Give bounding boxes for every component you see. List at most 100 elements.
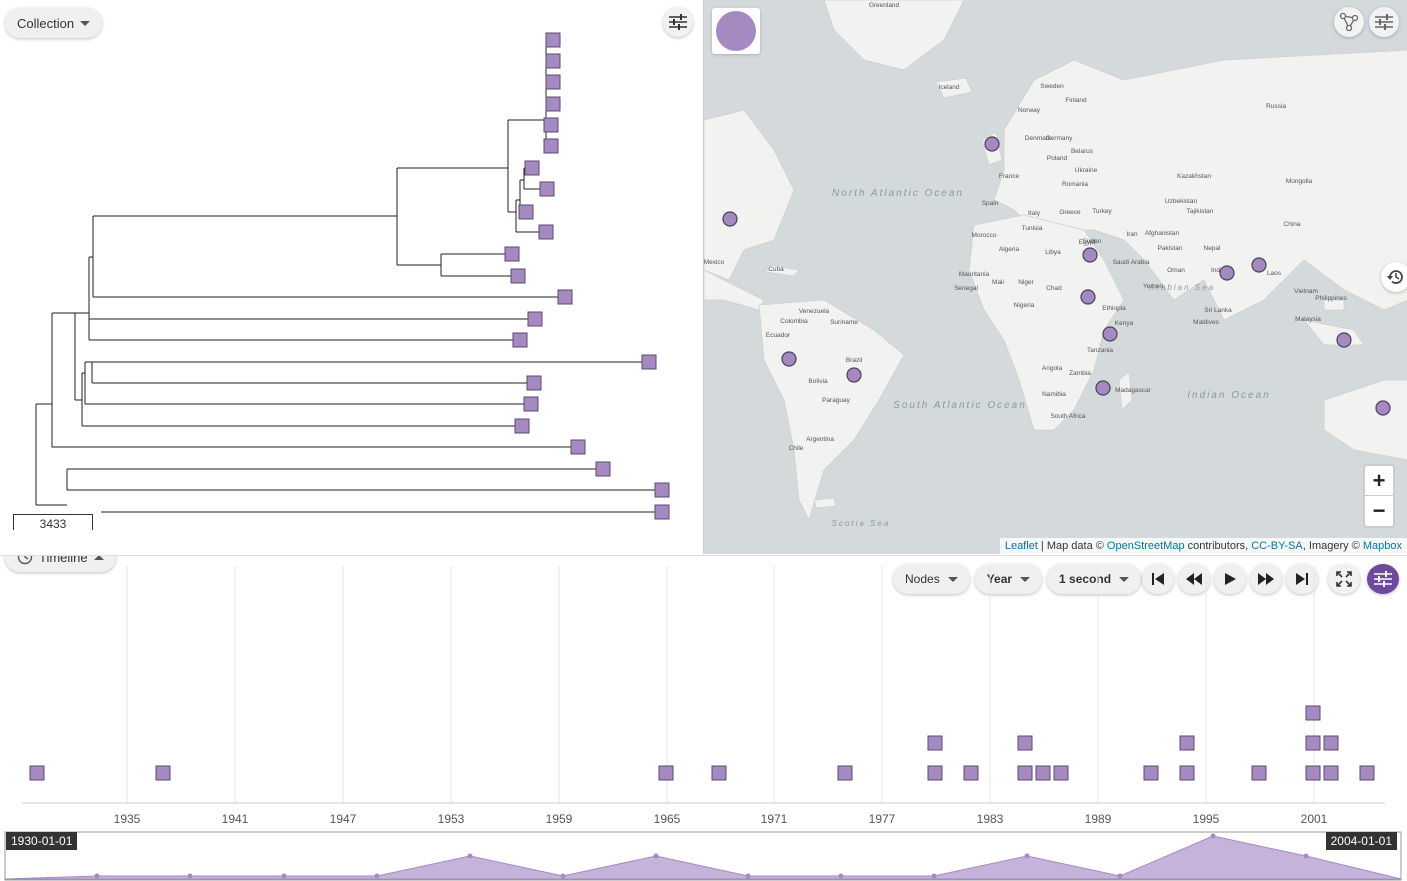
tree-leaf-node[interactable] (545, 96, 561, 112)
map-location-marker[interactable] (781, 351, 797, 367)
place-label: Egypt (1079, 239, 1096, 246)
timeline-node[interactable] (1305, 765, 1321, 781)
timeline-node[interactable] (837, 765, 853, 781)
map-location-marker[interactable] (1375, 400, 1391, 416)
network-toggle-button[interactable] (1334, 7, 1364, 37)
tree-leaf-node[interactable] (641, 354, 657, 370)
place-label: India (1211, 267, 1225, 274)
place-label: Romania (1062, 181, 1088, 188)
tree-leaf-node[interactable] (654, 482, 670, 498)
map-location-marker[interactable] (846, 367, 862, 383)
collection-dropdown[interactable]: Collection (5, 8, 103, 38)
map-location-marker[interactable] (984, 136, 1000, 152)
ocean-label: North Atlantic Ocean (832, 188, 964, 199)
tree-settings-button[interactable] (663, 7, 693, 37)
timeline-node[interactable] (1017, 765, 1033, 781)
nodes-select[interactable]: Nodes (893, 564, 970, 594)
overview-area (4, 835, 1402, 880)
map-location-marker[interactable] (1219, 265, 1235, 281)
map-location-marker[interactable] (1082, 247, 1098, 263)
timeline-node[interactable] (1323, 735, 1339, 751)
timeline-node[interactable] (155, 765, 171, 781)
timeline-node[interactable] (658, 765, 674, 781)
history-button[interactable] (1381, 262, 1407, 292)
timeline-node[interactable] (963, 765, 979, 781)
timeline-node[interactable] (1179, 735, 1195, 751)
rewind-button[interactable] (1178, 564, 1210, 594)
osm-link[interactable]: OpenStreetMap (1106, 540, 1185, 552)
timeline-node[interactable] (1053, 765, 1069, 781)
tree-leaf-node[interactable] (524, 160, 540, 176)
timeline-node[interactable] (927, 735, 943, 751)
fast-forward-button[interactable] (1250, 564, 1282, 594)
leaflet-link[interactable]: Leaflet (1004, 540, 1038, 552)
skip-end-button[interactable] (1286, 564, 1318, 594)
timeline-settings-button[interactable] (1367, 564, 1399, 594)
tree-leaf-node[interactable] (526, 375, 542, 391)
map-settings-button[interactable] (1369, 7, 1399, 37)
tree-leaf-node[interactable] (545, 32, 561, 48)
tree-leaf-node[interactable] (527, 311, 543, 327)
mapbox-link[interactable]: Mapbox (1362, 540, 1402, 552)
attribution-text: contributors, (1184, 540, 1252, 552)
timeline-node[interactable] (1323, 765, 1339, 781)
tree-leaf-node[interactable] (512, 332, 528, 348)
place-label: Mauritania (959, 271, 990, 278)
timeline-node[interactable] (711, 765, 727, 781)
timeline-node[interactable] (1359, 765, 1375, 781)
tree-leaf-node[interactable] (545, 53, 561, 69)
map-location-marker[interactable] (722, 211, 738, 227)
map-location-marker[interactable] (1102, 326, 1118, 342)
fullscreen-button[interactable] (1328, 564, 1360, 594)
zoom-in-button[interactable]: + (1365, 466, 1393, 496)
map-attribution: Leaflet | Map data © OpenStreetMap contr… (999, 538, 1407, 554)
timeline-chart[interactable]: 1935 1941 1947 1953 1959 1965 1971 1977 1983 1989… (0, 556, 1407, 881)
tree-leaf-node[interactable] (504, 246, 520, 262)
place-label: Ukraine (1075, 167, 1098, 174)
tree-leaf-node[interactable] (523, 396, 539, 412)
africa-land (968, 214, 1125, 431)
tree-leaf-node[interactable] (514, 418, 530, 434)
place-label: Chile (789, 445, 804, 452)
tree-leaf-node[interactable] (557, 289, 573, 305)
tree-leaf-node[interactable] (538, 224, 554, 240)
timeline-node[interactable] (1035, 765, 1051, 781)
place-label: Iran (1126, 231, 1138, 238)
timeline-tick-label: 1965 (654, 812, 681, 826)
place-label: Oman (1167, 267, 1185, 274)
map-location-marker[interactable] (1336, 332, 1352, 348)
map-panel[interactable]: North Atlantic Ocean South Atlantic Ocea… (703, 0, 1407, 554)
timeline-node[interactable] (1017, 735, 1033, 751)
map-location-marker[interactable] (1095, 380, 1111, 396)
license-link[interactable]: CC-BY-SA (1251, 540, 1303, 552)
timeline-node[interactable] (1251, 765, 1267, 781)
time-brush[interactable] (4, 831, 1402, 881)
zoom-out-button[interactable]: − (1372, 498, 1386, 523)
map-location-marker[interactable] (1080, 289, 1096, 305)
place-label: Ethiopia (1102, 305, 1126, 312)
tree-leaf-node[interactable] (510, 268, 526, 284)
timeline-toggle[interactable]: Timeline (5, 556, 116, 572)
timeline-node[interactable] (1305, 705, 1321, 721)
tree-leaf-node[interactable] (570, 439, 586, 455)
timeline-node[interactable] (1305, 735, 1321, 751)
tree-leaf-node[interactable] (518, 204, 534, 220)
world-map[interactable]: North Atlantic Ocean South Atlantic Ocea… (704, 0, 1407, 554)
unit-select[interactable]: Year (974, 564, 1043, 594)
chevron-down-icon (1119, 576, 1130, 582)
tree-leaf-node[interactable] (543, 138, 559, 154)
timeline-node[interactable] (29, 765, 45, 781)
tree-leaf-node[interactable] (539, 181, 555, 197)
collection-label: Collection (17, 15, 75, 31)
map-location-marker[interactable] (1251, 257, 1267, 273)
place-label: Tanzania (1087, 347, 1113, 354)
tree-leaf-node[interactable] (654, 504, 670, 520)
tree-leaf-node[interactable] (595, 461, 611, 477)
play-button[interactable] (1214, 564, 1246, 594)
tree-leaf-node[interactable] (543, 117, 559, 133)
timeline-node[interactable] (1143, 765, 1159, 781)
skip-start-button[interactable] (1142, 564, 1174, 594)
tree-leaf-node[interactable] (545, 74, 561, 90)
timeline-node[interactable] (1179, 765, 1195, 781)
timeline-node[interactable] (927, 765, 943, 781)
